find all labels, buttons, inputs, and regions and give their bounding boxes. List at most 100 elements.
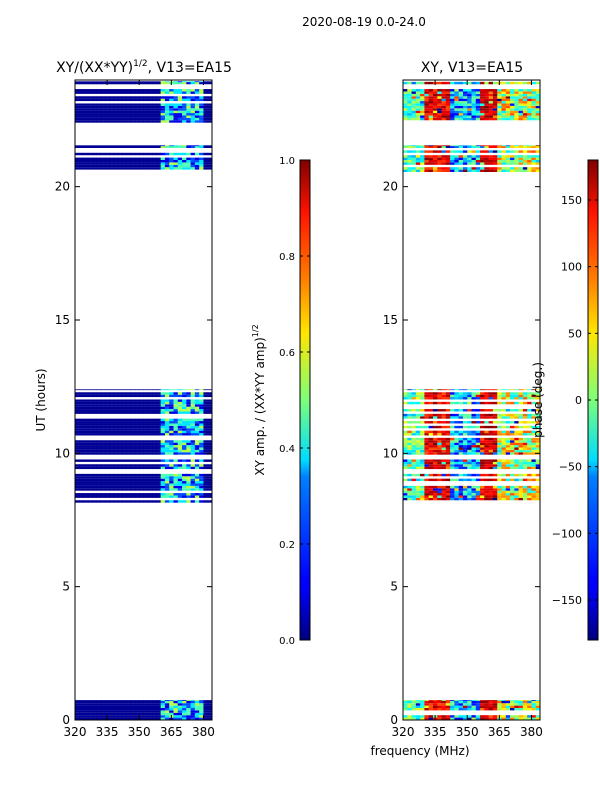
- heatmap-cell: [484, 495, 490, 498]
- heatmap-cell: [514, 389, 519, 391]
- heatmap-cell: [407, 110, 412, 114]
- heatmap-cell: [432, 449, 438, 453]
- heatmap-cell: [182, 478, 187, 482]
- heatmap-cell: [445, 717, 451, 720]
- heatmap-cell: [407, 397, 412, 400]
- heatmap-cell: [173, 428, 179, 431]
- heatmap-cell: [488, 425, 494, 429]
- heatmap-cell: [428, 96, 434, 99]
- heatmap-cell: [428, 157, 434, 160]
- y-tick-label: 20: [55, 180, 70, 194]
- heatmap-cell: [510, 703, 515, 706]
- heatmap-cell: [177, 167, 183, 170]
- heatmap-cell: [518, 392, 524, 395]
- heatmap-cell: [527, 437, 532, 441]
- heatmap-cell: [484, 96, 490, 99]
- heatmap-cell: [454, 416, 460, 419]
- heatmap-cell: [207, 164, 213, 168]
- heatmap-cell: [475, 409, 481, 412]
- heatmap-cell: [437, 93, 442, 97]
- heatmap-cell: [104, 447, 110, 450]
- heatmap-cell: [501, 442, 507, 446]
- heatmap-cell: [471, 145, 477, 147]
- heatmap-cell: [122, 91, 127, 94]
- heatmap-cell: [484, 110, 490, 114]
- heatmap-cell: [497, 447, 502, 450]
- heatmap-cell: [182, 167, 187, 170]
- heatmap-cell: [164, 452, 170, 455]
- heatmap-cell: [403, 449, 408, 453]
- heatmap-cell: [522, 490, 528, 494]
- heatmap-cell: [100, 430, 106, 434]
- heatmap-cell: [109, 117, 114, 121]
- heatmap-cell: [445, 409, 451, 412]
- heatmap-cell: [488, 473, 494, 477]
- heatmap-cell: [199, 700, 204, 704]
- heatmap-cell: [134, 447, 140, 450]
- x-tick-label: 335: [424, 725, 447, 739]
- x-tick-label: 320: [64, 725, 87, 739]
- heatmap-cell: [190, 105, 196, 109]
- heatmap-cell: [411, 703, 417, 706]
- heatmap-cell: [492, 389, 498, 391]
- heatmap-cell: [147, 110, 153, 114]
- heatmap-cell: [100, 406, 106, 410]
- heatmap-cell: [505, 715, 511, 718]
- heatmap-cell: [467, 466, 472, 470]
- heatmap-cell: [83, 425, 89, 429]
- heatmap-cell: [139, 483, 144, 486]
- heatmap-cell: [501, 488, 507, 491]
- heatmap-cell: [83, 717, 89, 720]
- heatmap-cell: [104, 459, 110, 462]
- heatmap-cell: [505, 416, 511, 419]
- heatmap-cell: [467, 430, 472, 434]
- heatmap-cell: [415, 392, 421, 395]
- heatmap-cell: [441, 105, 447, 109]
- heatmap-cell: [424, 717, 430, 720]
- heatmap-cell: [143, 81, 149, 83]
- colorbar-tick-label: 0: [575, 394, 582, 407]
- heatmap-cell: [484, 98, 490, 102]
- heatmap-cell: [415, 93, 421, 97]
- heatmap-cell: [428, 447, 434, 450]
- heatmap-cell: [122, 401, 127, 405]
- heatmap-cell: [173, 120, 179, 123]
- heatmap-cell: [199, 705, 204, 708]
- heatmap-cell: [134, 423, 140, 426]
- heatmap-cell: [134, 162, 140, 165]
- heatmap-cell: [190, 167, 196, 170]
- heatmap-cell: [156, 700, 162, 704]
- heatmap-cell: [480, 110, 485, 114]
- heatmap-cell: [199, 500, 204, 503]
- heatmap-cell: [492, 433, 498, 436]
- heatmap-cell: [122, 712, 127, 716]
- heatmap-cell: [458, 703, 464, 706]
- heatmap-cell: [462, 478, 468, 482]
- heatmap-cell: [475, 445, 481, 448]
- heatmap-cell: [428, 490, 434, 494]
- heatmap-cell: [96, 394, 102, 398]
- heatmap-cell: [471, 115, 477, 118]
- heatmap-cell: [79, 401, 84, 405]
- heatmap-cell: [415, 705, 421, 708]
- heatmap-cell: [113, 481, 119, 484]
- heatmap-cell: [194, 485, 200, 489]
- heatmap-cell: [117, 488, 123, 491]
- heatmap-cell: [143, 708, 149, 711]
- heatmap-cell: [458, 464, 464, 467]
- heatmap-cell: [122, 447, 127, 450]
- heatmap-cell: [160, 115, 166, 118]
- heatmap-cell: [415, 700, 421, 701]
- heatmap-cell: [100, 91, 106, 94]
- heatmap-cell: [424, 169, 430, 172]
- heatmap-cell: [492, 397, 498, 400]
- heatmap-cell: [411, 478, 417, 482]
- heatmap-cell: [194, 389, 200, 391]
- heatmap-cell: [83, 401, 89, 405]
- heatmap-cell: [203, 117, 209, 121]
- heatmap-cell: [407, 416, 412, 419]
- heatmap-cell: [505, 115, 511, 118]
- heatmap-cell: [415, 433, 421, 436]
- heatmap-cell: [83, 466, 89, 470]
